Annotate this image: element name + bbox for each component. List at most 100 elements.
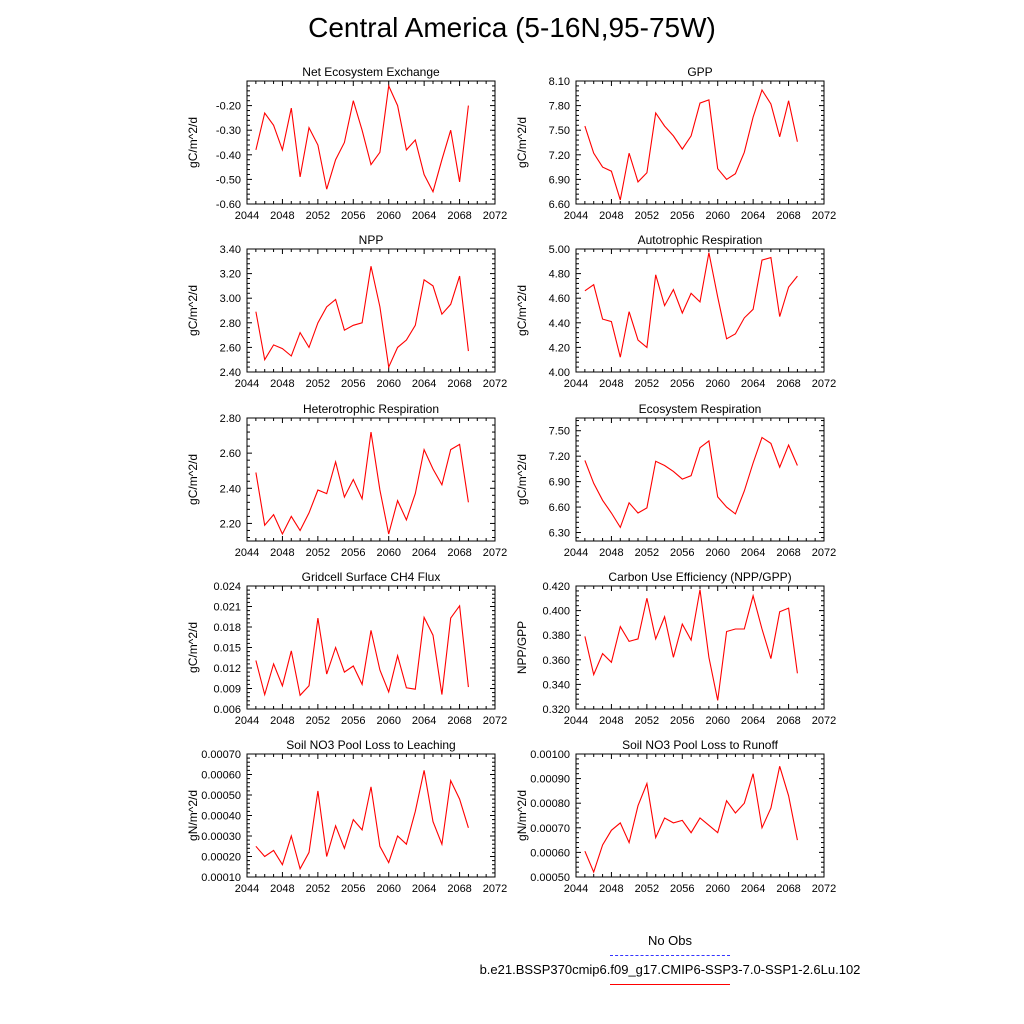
x-tick-label: 2056 bbox=[670, 547, 694, 559]
y-tick-label: 0.00030 bbox=[201, 831, 241, 843]
x-tick-label: 2060 bbox=[376, 210, 400, 222]
legend-obs-label: No Obs bbox=[647, 933, 693, 948]
y-tick-label: -0.60 bbox=[216, 199, 241, 211]
y-tick-label: 0.00070 bbox=[201, 749, 241, 761]
panel-title: Net Ecosystem Exchange bbox=[302, 65, 440, 79]
legend-case-label: b.e21.BSSP370cmip6.f09_g17.CMIP6-SSP3-7.… bbox=[479, 962, 861, 977]
x-tick-label: 2056 bbox=[341, 210, 365, 222]
x-tick-label: 2052 bbox=[306, 547, 330, 559]
y-tick-label: 0.00090 bbox=[530, 774, 570, 786]
series-line bbox=[584, 589, 798, 701]
y-tick-label: 0.00020 bbox=[201, 852, 241, 864]
x-tick-label: 2068 bbox=[776, 547, 800, 559]
chart-panel: Gridcell Surface CH4 Flux gC/m^2/d 2044 204… bbox=[186, 570, 507, 727]
legend-obs-line bbox=[610, 955, 730, 956]
x-tick-label: 2048 bbox=[270, 210, 294, 222]
page-title: Central America (5-16N,95-75W) bbox=[308, 12, 716, 43]
x-tick-label: 2072 bbox=[483, 883, 507, 895]
y-tick-label: 0.380 bbox=[542, 630, 570, 642]
chart-panel: Soil NO3 Pool Loss to Leaching gN/m^2/d 20… bbox=[186, 738, 507, 895]
y-tick-label: -0.30 bbox=[216, 125, 241, 137]
series-line bbox=[584, 88, 798, 201]
y-tick-label: 0.420 bbox=[542, 581, 570, 593]
y-tick-label: 7.50 bbox=[549, 125, 570, 137]
y-tick-label: 0.00100 bbox=[530, 749, 570, 761]
plot-frame bbox=[246, 417, 496, 542]
plot-frame bbox=[575, 417, 825, 542]
x-tick-label: 2044 bbox=[235, 378, 259, 390]
legend-case-line bbox=[610, 984, 730, 985]
series-line bbox=[255, 83, 469, 194]
y-tick-label: 0.00050 bbox=[201, 790, 241, 802]
y-tick-label: 0.012 bbox=[213, 663, 241, 675]
y-axis-label: gC/m^2/d bbox=[515, 117, 529, 168]
x-tick-label: 2052 bbox=[306, 883, 330, 895]
y-tick-label: -0.40 bbox=[216, 150, 241, 162]
y-tick-label: 0.00040 bbox=[201, 811, 241, 823]
series-line bbox=[255, 604, 469, 697]
y-tick-label: 3.40 bbox=[220, 244, 241, 256]
x-tick-label: 2064 bbox=[412, 378, 436, 390]
y-tick-label: 3.00 bbox=[220, 293, 241, 305]
series-line bbox=[255, 432, 469, 536]
y-tick-label: 3.20 bbox=[220, 269, 241, 281]
x-tick-label: 2064 bbox=[741, 210, 765, 222]
x-tick-label: 2064 bbox=[741, 378, 765, 390]
x-tick-label: 2060 bbox=[705, 715, 729, 727]
x-tick-label: 2044 bbox=[235, 883, 259, 895]
x-tick-label: 2048 bbox=[599, 547, 623, 559]
x-tick-label: 2072 bbox=[812, 715, 836, 727]
x-tick-label: 2052 bbox=[306, 715, 330, 727]
x-tick-label: 2064 bbox=[412, 715, 436, 727]
x-tick-label: 2068 bbox=[447, 883, 471, 895]
x-tick-label: 2060 bbox=[705, 883, 729, 895]
x-tick-label: 2044 bbox=[564, 715, 588, 727]
y-tick-label: 6.90 bbox=[549, 174, 570, 186]
y-tick-label: 4.60 bbox=[549, 293, 570, 305]
panel-title: Ecosystem Respiration bbox=[639, 402, 762, 416]
x-tick-label: 2056 bbox=[341, 378, 365, 390]
chart-panel: Ecosystem Respiration gC/m^2/d 2044 2048 205… bbox=[515, 402, 836, 559]
x-tick-label: 2044 bbox=[235, 210, 259, 222]
x-tick-label: 2056 bbox=[341, 883, 365, 895]
series-line bbox=[255, 266, 469, 370]
chart-panel: Autotrophic Respiration gC/m^2/d 2044 2048 2… bbox=[515, 233, 836, 390]
x-tick-label: 2044 bbox=[564, 210, 588, 222]
x-tick-label: 2048 bbox=[599, 210, 623, 222]
x-tick-label: 2064 bbox=[741, 547, 765, 559]
y-axis-label: gC/m^2/d bbox=[186, 285, 200, 336]
x-tick-label: 2044 bbox=[564, 547, 588, 559]
y-tick-label: 6.30 bbox=[549, 528, 570, 540]
x-tick-label: 2072 bbox=[812, 378, 836, 390]
x-tick-label: 2064 bbox=[741, 715, 765, 727]
y-tick-label: 0.009 bbox=[213, 684, 241, 696]
chart-panel: Carbon Use Efficiency (NPP/GPP) NPP/GPP 20… bbox=[515, 570, 836, 727]
x-tick-label: 2060 bbox=[705, 547, 729, 559]
series-line bbox=[584, 252, 798, 358]
y-tick-label: 2.60 bbox=[220, 342, 241, 354]
x-tick-label: 2056 bbox=[670, 715, 694, 727]
chart-panel: NPP gC/m^2/d 2044 2048 2052 2056 2060 2064 2068 2… bbox=[186, 233, 507, 390]
x-tick-label: 2064 bbox=[412, 547, 436, 559]
x-tick-label: 2072 bbox=[483, 715, 507, 727]
y-tick-label: 4.20 bbox=[549, 342, 570, 354]
x-tick-label: 2056 bbox=[341, 715, 365, 727]
x-tick-label: 2052 bbox=[635, 210, 659, 222]
x-tick-label: 2056 bbox=[670, 883, 694, 895]
y-tick-label: 0.015 bbox=[213, 643, 241, 655]
y-axis-label: NPP/GPP bbox=[515, 621, 529, 674]
y-tick-label: 2.20 bbox=[220, 518, 241, 530]
y-tick-label: 7.20 bbox=[549, 451, 570, 463]
x-tick-label: 2068 bbox=[447, 210, 471, 222]
x-tick-label: 2068 bbox=[776, 715, 800, 727]
x-tick-label: 2048 bbox=[270, 547, 294, 559]
y-tick-label: 0.006 bbox=[213, 704, 241, 716]
x-tick-label: 2048 bbox=[270, 378, 294, 390]
y-tick-label: 4.40 bbox=[549, 318, 570, 330]
y-tick-label: 0.00070 bbox=[530, 823, 570, 835]
panel-title: Heterotrophic Respiration bbox=[303, 402, 439, 416]
panel-title: NPP bbox=[359, 233, 384, 247]
x-tick-label: 2044 bbox=[235, 715, 259, 727]
x-tick-label: 2072 bbox=[812, 883, 836, 895]
